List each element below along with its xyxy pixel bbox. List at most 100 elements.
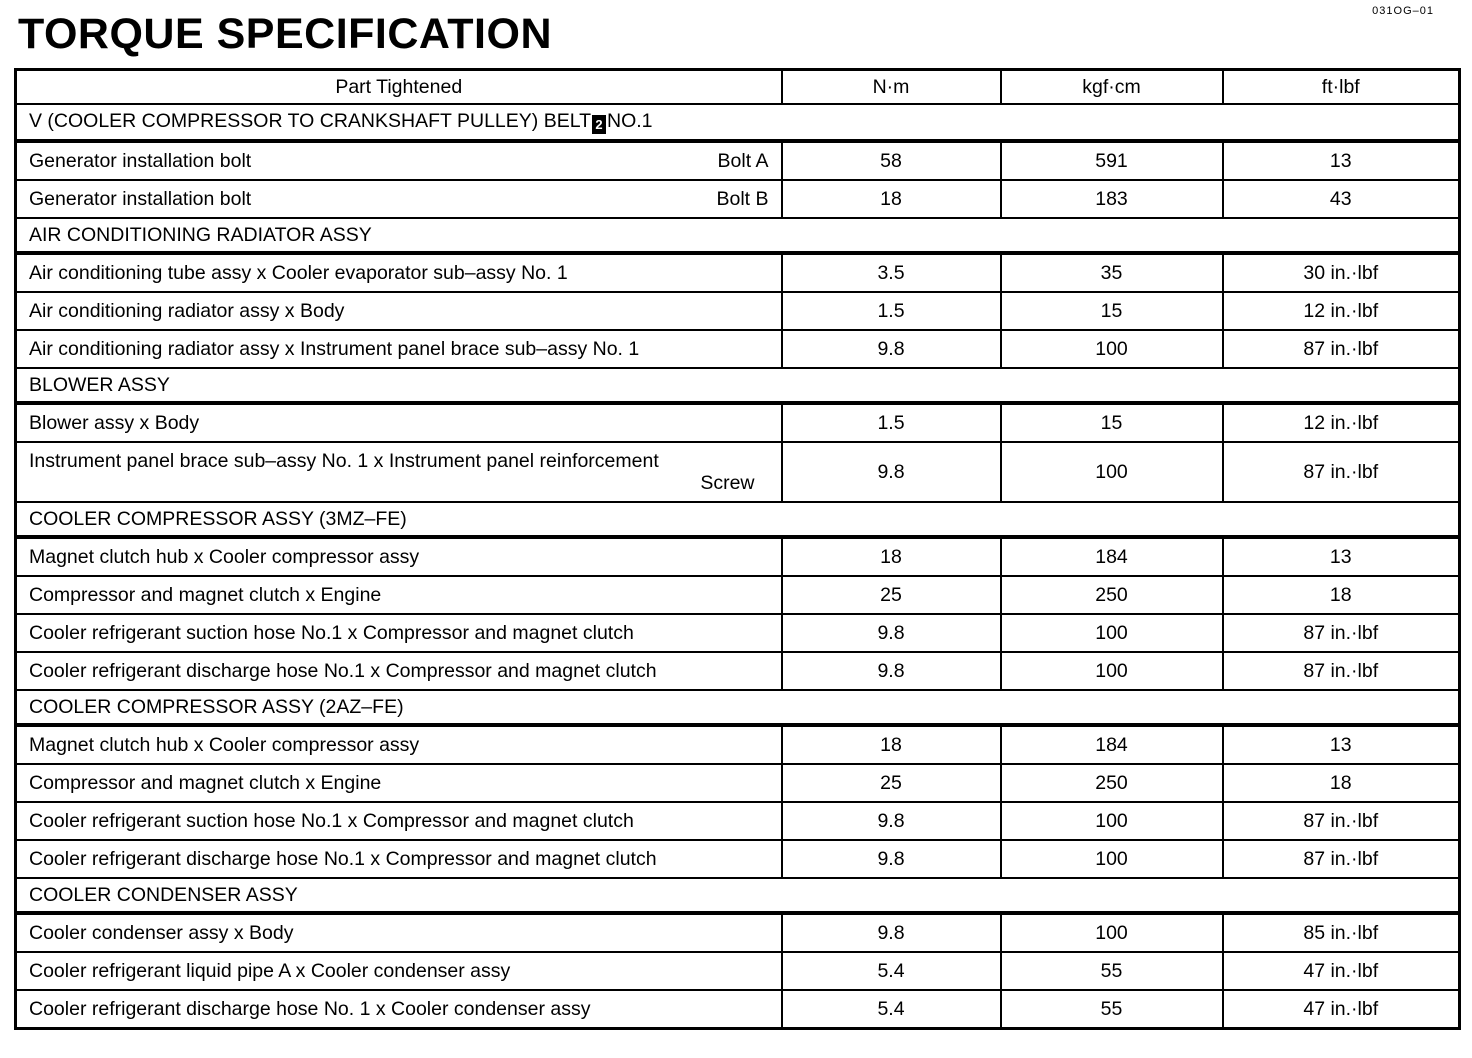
torque-kgfcm-cell: 591 [999, 140, 1224, 182]
torque-ftlbf-cell: 47 in.·lbf [1221, 951, 1461, 992]
torque-nm-cell: 9.8 [780, 651, 1002, 692]
torque-nm-cell: 3.5 [780, 252, 1002, 294]
part-tightened-cell: Air conditioning radiator assy x Instrum… [14, 329, 783, 370]
part-label: Blower assy x Body [29, 412, 200, 435]
torque-kgfcm-cell: 100 [999, 613, 1224, 654]
torque-kgfcm-cell: 100 [999, 839, 1224, 880]
torque-kgfcm-cell: 100 [999, 441, 1224, 504]
section-header-row: AIR CONDITIONING RADIATOR ASSY [14, 217, 1461, 256]
section-title: COOLER COMPRESSOR ASSY (2AZ–FE) [14, 689, 1461, 728]
page-title: TORQUE SPECIFICATION [18, 10, 552, 58]
part-label: Generator installation bolt [29, 188, 252, 211]
part-tightened-cell: Cooler refrigerant liquid pipe A x Coole… [14, 951, 783, 992]
torque-nm-cell: 5.4 [780, 989, 1002, 1030]
torque-kgfcm-cell: 100 [999, 912, 1224, 954]
part-tightened-cell: Bolt B Generator installation bolt [14, 179, 783, 220]
section-title: V (COOLER COMPRESSOR TO CRANKSHAFT PULLE… [14, 103, 1461, 144]
part-tightened-cell: Cooler refrigerant suction hose No.1 x C… [14, 801, 783, 842]
corrupted-glyph-icon: 2 [592, 115, 607, 135]
torque-specification-table: Part Tightened N·m kgf·cm ft·lbf V (COOL… [14, 68, 1461, 1031]
part-tightened-cell: Compressor and magnet clutch x Engine [14, 763, 783, 804]
table-row: Compressor and magnet clutch x Engine 25 2… [14, 575, 1461, 616]
part-label: Cooler refrigerant liquid pipe A x Coole… [29, 960, 511, 983]
torque-ftlbf-cell: 12 in.·lbf [1221, 402, 1461, 444]
torque-ftlbf-cell: 30 in.·lbf [1221, 252, 1461, 294]
part-label: Magnet clutch hub x Cooler compressor as… [29, 734, 420, 757]
table-header-row: Part Tightened N·m kgf·cm ft·lbf [14, 68, 1461, 106]
section-header-row: BLOWER ASSY [14, 367, 1461, 406]
part-tightened-cell: Air conditioning tube assy x Cooler evap… [14, 252, 783, 294]
column-header-part: Part Tightened [14, 68, 783, 106]
part-label: Cooler refrigerant suction hose No.1 x C… [29, 622, 634, 645]
torque-nm-cell: 25 [780, 763, 1002, 804]
part-tightened-cell: Cooler refrigerant discharge hose No. 1 … [14, 989, 783, 1030]
part-sub-label: Bolt B [716, 188, 769, 211]
section-header-row: COOLER CONDENSER ASSY [14, 877, 1461, 916]
table-row: Cooler refrigerant suction hose No.1 x C… [14, 801, 1461, 842]
table-row: Instrument panel brace sub–assy No. 1 x … [14, 441, 1461, 504]
table-row: Blower assy x Body 1.5 15 12 in.·lbf [14, 402, 1461, 444]
torque-ftlbf-cell: 13 [1221, 536, 1461, 578]
torque-nm-cell: 9.8 [780, 912, 1002, 954]
part-label: Air conditioning radiator assy x Instrum… [29, 338, 640, 361]
torque-ftlbf-cell: 18 [1221, 575, 1461, 616]
part-label: Air conditioning radiator assy x Body [29, 300, 345, 323]
table-row: Cooler refrigerant liquid pipe A x Coole… [14, 951, 1461, 992]
torque-kgfcm-cell: 35 [999, 252, 1224, 294]
part-tightened-cell: Cooler refrigerant suction hose No.1 x C… [14, 613, 783, 654]
torque-kgfcm-cell: 15 [999, 402, 1224, 444]
part-label: Compressor and magnet clutch x Engine [29, 584, 382, 607]
table-row: Cooler refrigerant discharge hose No. 1 … [14, 989, 1461, 1030]
part-tightened-cell: Cooler refrigerant discharge hose No.1 x… [14, 651, 783, 692]
torque-ftlbf-cell: 87 in.·lbf [1221, 801, 1461, 842]
torque-kgfcm-cell: 100 [999, 801, 1224, 842]
torque-kgfcm-cell: 55 [999, 951, 1224, 992]
part-tightened-cell: Bolt A Generator installation bolt [14, 140, 783, 182]
part-tightened-cell: Compressor and magnet clutch x Engine [14, 575, 783, 616]
torque-kgfcm-cell: 100 [999, 651, 1224, 692]
part-label: Generator installation bolt [29, 150, 252, 173]
part-label: Instrument panel brace sub–assy No. 1 x … [29, 450, 659, 473]
table-row: Cooler refrigerant discharge hose No.1 x… [14, 651, 1461, 692]
torque-nm-cell: 1.5 [780, 291, 1002, 332]
torque-kgfcm-cell: 100 [999, 329, 1224, 370]
part-tightened-cell: Blower assy x Body [14, 402, 783, 444]
torque-ftlbf-cell: 43 [1221, 179, 1461, 220]
part-label: Cooler condenser assy x Body [29, 922, 294, 945]
torque-kgfcm-cell: 184 [999, 536, 1224, 578]
torque-ftlbf-cell: 87 in.·lbf [1221, 329, 1461, 370]
torque-ftlbf-cell: 87 in.·lbf [1221, 441, 1461, 504]
torque-ftlbf-cell: 18 [1221, 763, 1461, 804]
torque-ftlbf-cell: 85 in.·lbf [1221, 912, 1461, 954]
torque-kgfcm-cell: 15 [999, 291, 1224, 332]
torque-nm-cell: 9.8 [780, 613, 1002, 654]
part-label: Cooler refrigerant discharge hose No.1 x… [29, 660, 657, 683]
column-header-nm: N·m [780, 68, 1002, 106]
torque-kgfcm-cell: 250 [999, 763, 1224, 804]
part-label: Compressor and magnet clutch x Engine [29, 772, 382, 795]
table-row: Magnet clutch hub x Cooler compressor as… [14, 536, 1461, 578]
torque-kgfcm-cell: 250 [999, 575, 1224, 616]
section-title: AIR CONDITIONING RADIATOR ASSY [14, 217, 1461, 256]
part-label: Cooler refrigerant suction hose No.1 x C… [29, 810, 634, 833]
torque-ftlbf-cell: 13 [1221, 140, 1461, 182]
torque-ftlbf-cell: 87 in.·lbf [1221, 839, 1461, 880]
part-tightened-cell: Magnet clutch hub x Cooler compressor as… [14, 724, 783, 766]
table-row: Compressor and magnet clutch x Engine 25 2… [14, 763, 1461, 804]
part-tightened-cell: Instrument panel brace sub–assy No. 1 x … [14, 441, 783, 504]
section-title: COOLER CONDENSER ASSY [14, 877, 1461, 916]
table-row: Cooler refrigerant discharge hose No.1 x… [14, 839, 1461, 880]
torque-nm-cell: 18 [780, 179, 1002, 220]
part-tightened-cell: Cooler refrigerant discharge hose No.1 x… [14, 839, 783, 880]
torque-nm-cell: 9.8 [780, 839, 1002, 880]
torque-nm-cell: 1.5 [780, 402, 1002, 444]
torque-kgfcm-cell: 184 [999, 724, 1224, 766]
torque-nm-cell: 18 [780, 724, 1002, 766]
torque-nm-cell: 9.8 [780, 801, 1002, 842]
torque-nm-cell: 9.8 [780, 441, 1002, 504]
torque-nm-cell: 58 [780, 140, 1002, 182]
table-row: Bolt A Generator installation bolt 58 591 13 [14, 140, 1461, 182]
section-header-row: COOLER COMPRESSOR ASSY (3MZ–FE) [14, 501, 1461, 540]
part-label: Magnet clutch hub x Cooler compressor as… [29, 546, 420, 569]
